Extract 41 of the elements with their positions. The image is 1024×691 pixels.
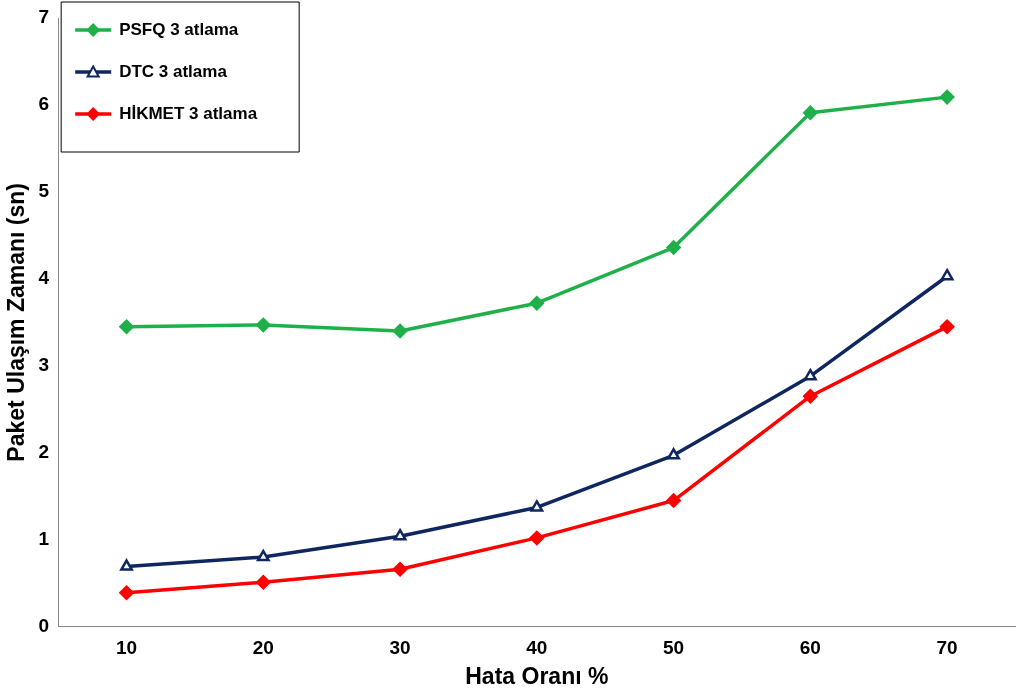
point: [119, 585, 134, 600]
point: [530, 500, 544, 512]
point: [392, 323, 408, 339]
x-tick-label: 40: [526, 637, 548, 659]
point: [529, 295, 545, 311]
point: [529, 530, 545, 546]
point: [256, 575, 271, 590]
point: [120, 559, 133, 571]
y-tick-label: 7: [38, 6, 50, 28]
y-tick-label: 2: [38, 440, 50, 462]
x-tick-label: 70: [936, 637, 958, 659]
point: [803, 368, 817, 381]
y-tick-label: 0: [38, 614, 50, 636]
y-tick-label: 5: [38, 180, 50, 202]
point: [256, 549, 270, 562]
x-axis-title: Hata Oranı %: [465, 662, 609, 689]
y-tick-label: 1: [38, 527, 50, 549]
point: [666, 240, 681, 255]
point: [803, 105, 818, 121]
point: [119, 319, 134, 334]
point: [392, 561, 408, 577]
point: [393, 528, 407, 541]
y-tick-label: 3: [38, 354, 50, 376]
y-tick-label: 4: [38, 267, 50, 289]
point: [803, 388, 818, 404]
point: [940, 268, 954, 281]
x-tick-label: 60: [799, 637, 821, 659]
point: [666, 493, 681, 508]
legend-label: DTC 3 atlama: [119, 61, 228, 81]
point: [256, 317, 271, 333]
y-axis-title: Paket Ulaşım Zamanı (sn): [3, 182, 30, 462]
legend-label: PSFQ 3 atlama: [119, 19, 239, 39]
x-tick-label: 20: [252, 637, 274, 659]
x-tick-label: 50: [663, 637, 685, 659]
point: [667, 448, 681, 460]
point: [939, 89, 955, 105]
point: [939, 319, 955, 334]
y-tick-label: 6: [38, 93, 50, 115]
legend-label: HİKMET 3 atlama: [119, 103, 258, 123]
x-tick-label: 10: [115, 637, 138, 659]
x-tick-label: 30: [389, 637, 411, 659]
